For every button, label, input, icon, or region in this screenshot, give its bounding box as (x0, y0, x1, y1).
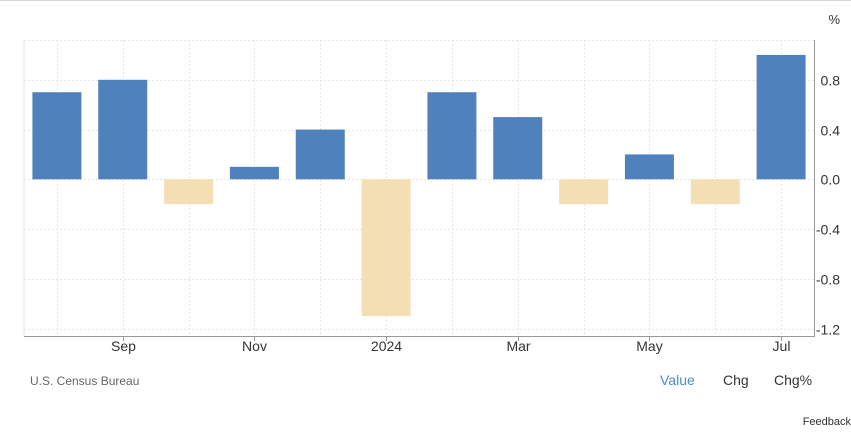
bar-jan-2024 (361, 179, 411, 317)
x-tick-label: May (636, 338, 662, 354)
y-tick-label: 0.0 (821, 172, 841, 188)
toggle-value-button[interactable]: Value (660, 372, 695, 388)
x-tick-label: Mar (506, 338, 530, 354)
x-tick-label: 2024 (371, 338, 402, 354)
bar-nov-2023 (229, 166, 279, 180)
y-tick-label: -0.8 (816, 272, 840, 288)
x-tick-label: Sep (111, 338, 136, 354)
view-toggle-group: Value Chg Chg% (0, 372, 851, 392)
bar-jun-2024 (690, 179, 740, 205)
x-tick-label: Nov (242, 338, 267, 354)
toggle-chg-button[interactable]: Chg (723, 372, 749, 388)
bar-chart: -1.2 -0.8 -0.4 0.0 0.4 0.8% Sep Nov 2024 Mar May Ju… (23, 12, 841, 354)
y-tick-label: -0.4 (816, 222, 840, 238)
bar-aug-2023 (32, 92, 82, 180)
bar-jul-2024 (756, 54, 806, 180)
bar-oct-2023 (164, 179, 214, 205)
bar-dec-2023 (295, 129, 345, 180)
feedback-link[interactable]: Feedback (802, 416, 851, 428)
y-tick-label: 0.8 (821, 73, 841, 89)
y-tick-label: -1.2 (816, 322, 840, 338)
source-label: U.S. Census Bureau (30, 374, 140, 388)
bar-mar-2024 (493, 117, 543, 180)
bar-apr-2024 (559, 179, 609, 205)
x-tick-label: Jul (773, 338, 791, 354)
bar-sep-2023 (98, 79, 148, 180)
bar-feb-2024 (427, 92, 477, 180)
bar-may-2024 (624, 154, 674, 180)
y-unit-label: % (828, 12, 840, 27)
top-divider (0, 0, 851, 1)
toggle-chg-pct-button[interactable]: Chg% (774, 372, 813, 388)
y-tick-label: 0.4 (821, 123, 841, 139)
